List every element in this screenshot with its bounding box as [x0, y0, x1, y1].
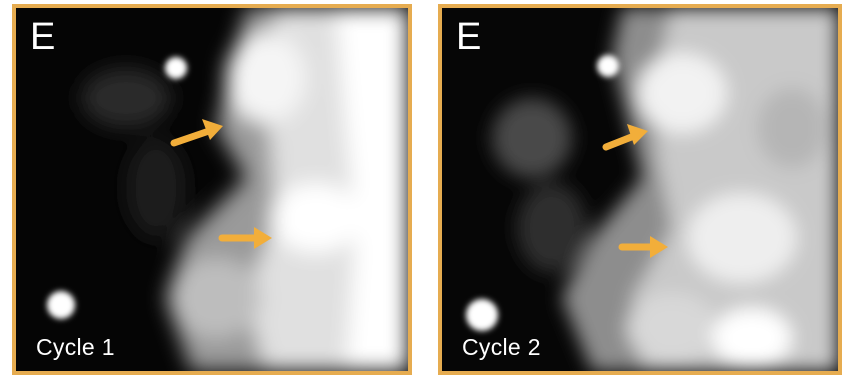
arrow-right-icon: [602, 124, 648, 151]
astronomical-image-cycle-1: [16, 8, 408, 371]
astronomical-image-cycle-2: [442, 8, 838, 371]
panel-letter: E: [456, 16, 482, 58]
arrow-right-icon: [618, 236, 668, 258]
arrow-right-icon: [218, 227, 272, 249]
arrow-right-icon: [170, 119, 223, 147]
panel-caption: Cycle 2: [462, 334, 541, 360]
image-panel-cycle-1: E Cycle 1: [12, 4, 412, 375]
panel-caption: Cycle 1: [36, 334, 115, 360]
panel-letter: E: [30, 16, 56, 58]
image-panel-cycle-2: E Cycle 2: [438, 4, 842, 375]
